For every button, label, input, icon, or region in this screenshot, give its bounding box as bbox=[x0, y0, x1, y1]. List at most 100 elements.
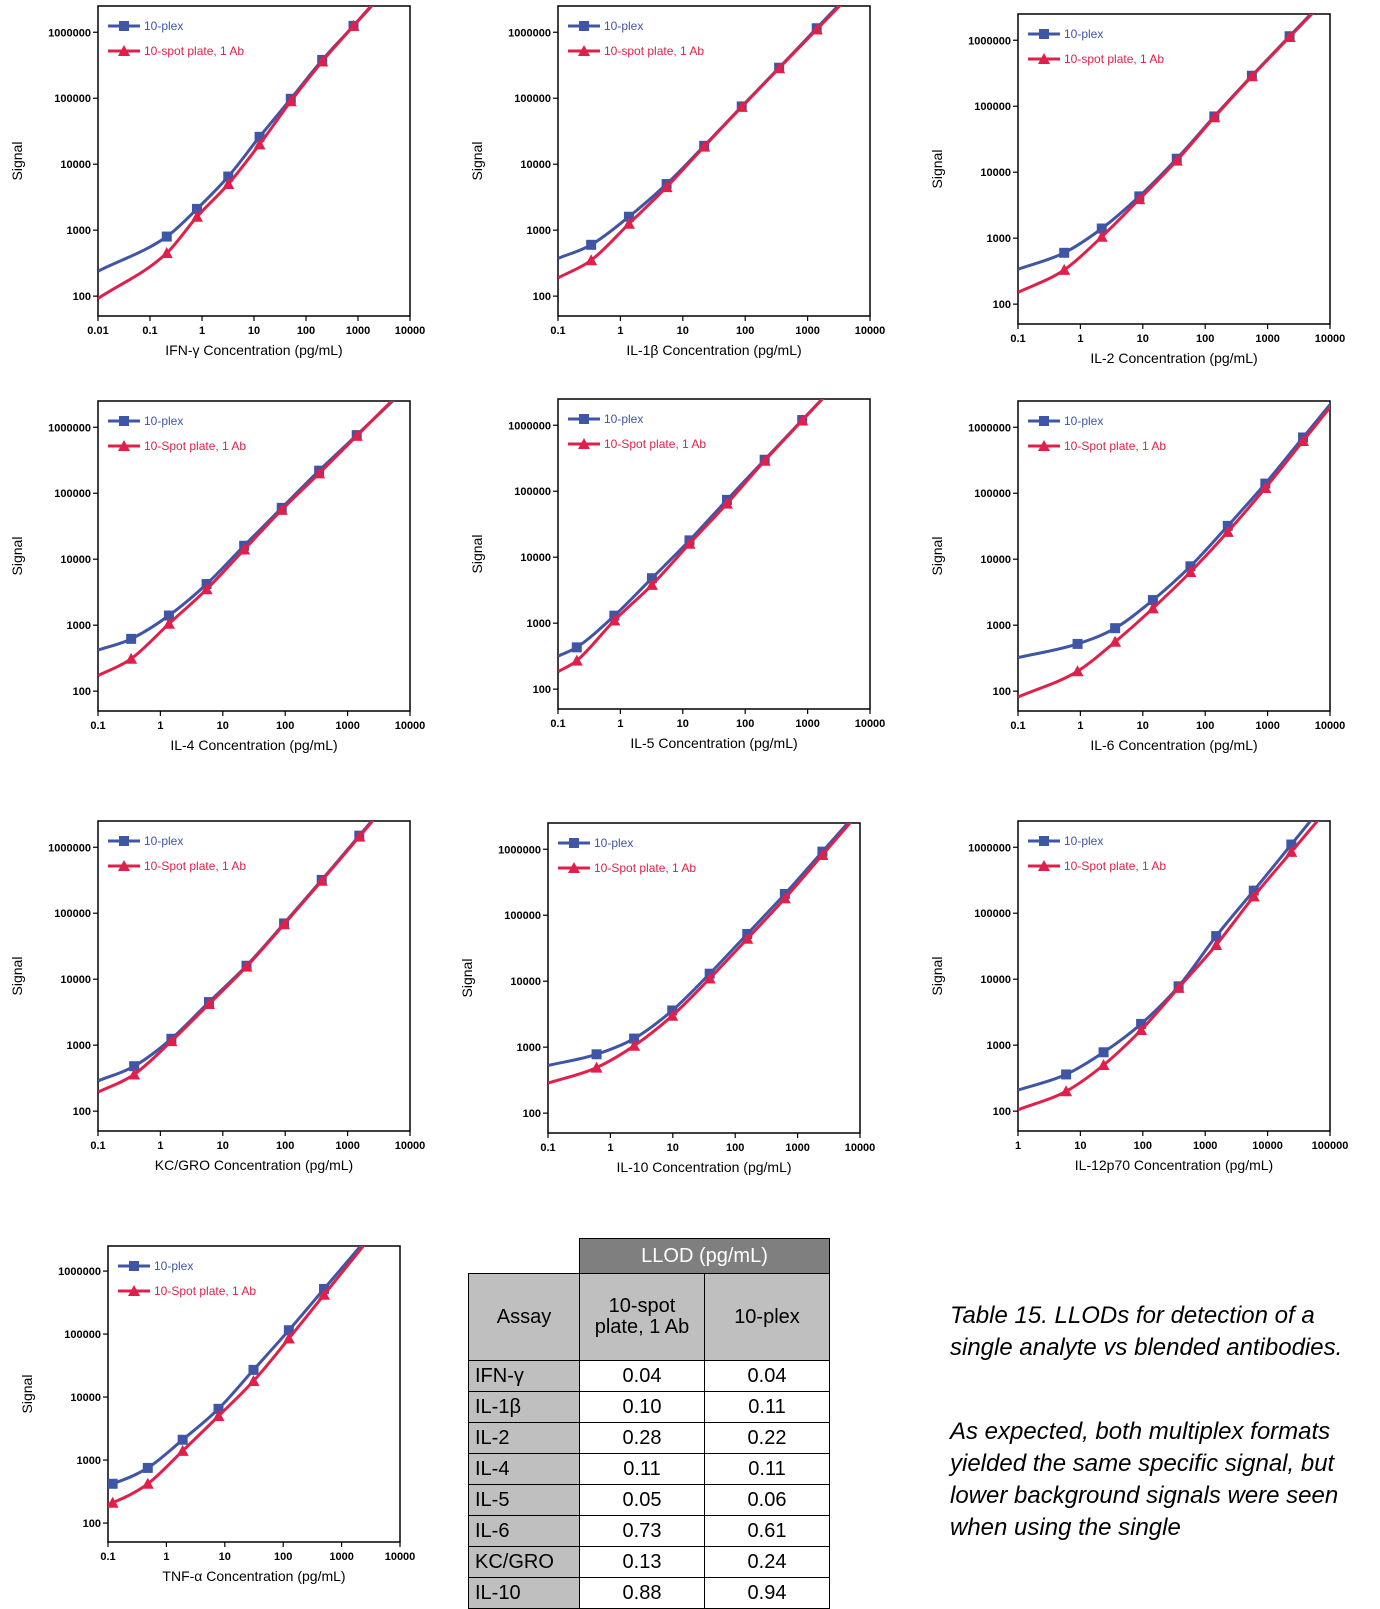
data-point bbox=[191, 203, 202, 214]
data-point bbox=[778, 892, 791, 904]
table-row: IL-4 0.11 0.11 bbox=[468, 1453, 830, 1485]
legend-label: 10-Spot plate, 1 Ab bbox=[1064, 439, 1166, 453]
y-tick-label: 100000 bbox=[514, 486, 551, 498]
y-tick-label: 1000 bbox=[67, 225, 91, 237]
data-point bbox=[282, 1332, 295, 1344]
plot-frame bbox=[547, 822, 861, 1134]
chart-il-2: 100 1000 10000 100000 1000000 0.1 1 10 100 1000 10… bbox=[929, 13, 1345, 366]
data-point bbox=[315, 874, 328, 886]
x-tick-label: 10000 bbox=[1252, 1140, 1283, 1152]
data-point bbox=[623, 211, 634, 222]
assay-cell: IL-2 bbox=[468, 1422, 580, 1454]
legend-label: 10-Spot plate, 1 Ab bbox=[144, 439, 246, 453]
data-point bbox=[223, 171, 234, 182]
x-tick-label: 1 bbox=[1077, 720, 1083, 732]
data-point bbox=[126, 633, 137, 644]
legend-marker bbox=[578, 438, 590, 449]
x-tick-label: 100 bbox=[1196, 720, 1214, 732]
x-axis-label: IFN-γ Concentration (pg/mL) bbox=[165, 342, 342, 358]
data-point bbox=[161, 231, 172, 242]
y-tick-label: 10000 bbox=[60, 554, 91, 566]
y-tick-label: 1000000 bbox=[968, 35, 1011, 47]
single-value: 0.73 bbox=[579, 1515, 705, 1547]
legend-label: 10-plex bbox=[144, 834, 183, 848]
y-tick-label: 10000 bbox=[520, 159, 551, 171]
data-point bbox=[141, 1477, 154, 1489]
data-point bbox=[570, 654, 583, 666]
data-point bbox=[741, 932, 754, 944]
data-point bbox=[1285, 845, 1298, 857]
data-point bbox=[1095, 230, 1108, 242]
legend-marker bbox=[118, 860, 130, 871]
plot-frame bbox=[1017, 400, 1331, 712]
legend-marker bbox=[1038, 440, 1050, 451]
table-row: KC/GRO 0.13 0.24 bbox=[468, 1546, 830, 1578]
x-tick-label: 100 bbox=[736, 325, 754, 337]
x-tick-label: 10000 bbox=[395, 720, 426, 732]
x-axis-label: IL-4 Concentration (pg/mL) bbox=[170, 737, 337, 753]
y-axis-label: Signal bbox=[9, 957, 25, 996]
llod-table: LLOD (pg/mL) Assay 10-spot plate, 1 Ab 1… bbox=[468, 1238, 830, 1609]
x-axis-label: IL-12p70 Concentration (pg/mL) bbox=[1075, 1157, 1273, 1173]
plot-frame bbox=[107, 1245, 401, 1543]
y-tick-label: 1000 bbox=[67, 620, 91, 632]
table-corner bbox=[468, 1238, 580, 1274]
multiplex-value: 0.61 bbox=[704, 1515, 830, 1547]
table-row: IFN-γ 0.04 0.04 bbox=[468, 1360, 830, 1392]
llod-header: LLOD (pg/mL) bbox=[579, 1238, 830, 1274]
chart-il-1-beta: 100 1000 10000 100000 1000000 0.1 1 10 100 1000 10… bbox=[469, 5, 885, 358]
plot-frame bbox=[557, 5, 871, 317]
plot-area bbox=[108, 1246, 366, 1508]
x-tick-label: 100 bbox=[736, 718, 754, 730]
y-tick-label: 10000 bbox=[980, 167, 1011, 179]
data-point bbox=[810, 23, 823, 35]
data-point bbox=[162, 617, 175, 629]
data-point bbox=[571, 642, 582, 653]
y-axis-label: Signal bbox=[469, 142, 485, 181]
single-value: 0.13 bbox=[579, 1546, 705, 1578]
data-point bbox=[608, 614, 621, 626]
legend-label: 10-spot plate, 1 Ab bbox=[144, 44, 244, 58]
data-point bbox=[1210, 938, 1223, 950]
assay-cell: KC/GRO bbox=[468, 1546, 580, 1578]
chart-il-12p70: 100 1000 10000 100000 1000000 1 10 100 1000 10000… bbox=[929, 820, 1348, 1173]
table-row: IL-2 0.28 0.22 bbox=[468, 1422, 830, 1454]
data-point bbox=[177, 1434, 188, 1445]
legend-marker bbox=[129, 1261, 139, 1271]
data-point bbox=[1172, 981, 1185, 993]
chart-tnf-alpha: 100 1000 10000 100000 1000000 0.1 1 10 100 1000 10… bbox=[19, 1245, 415, 1584]
x-tick-label: 1000 bbox=[795, 325, 819, 337]
data-point bbox=[1297, 434, 1310, 446]
x-tick-label: 0.1 bbox=[90, 720, 105, 732]
y-tick-label: 10000 bbox=[980, 554, 1011, 566]
x-tick-label: 1000 bbox=[1193, 1140, 1217, 1152]
x-tick-label: 1000 bbox=[1255, 333, 1279, 345]
assay-cell: IL-5 bbox=[468, 1484, 580, 1516]
data-point bbox=[275, 503, 288, 515]
y-tick-label: 1000 bbox=[527, 225, 551, 237]
x-axis-label: IL-5 Concentration (pg/mL) bbox=[630, 735, 797, 751]
x-tick-label: 1 bbox=[617, 718, 623, 730]
legend-label: 10-plex bbox=[154, 1259, 193, 1273]
y-tick-label: 1000000 bbox=[498, 844, 541, 856]
series-line-multiplex bbox=[558, 6, 840, 260]
plot-area bbox=[98, 821, 375, 1094]
legend-label: 10-Spot plate, 1 Ab bbox=[604, 437, 706, 451]
y-tick-label: 100000 bbox=[504, 910, 541, 922]
legend-label: 10-plex bbox=[604, 412, 643, 426]
x-tick-label: 100 bbox=[726, 1142, 744, 1154]
x-tick-label: 0.1 bbox=[1010, 333, 1025, 345]
x-tick-label: 10 bbox=[217, 1140, 229, 1152]
y-tick-label: 100 bbox=[523, 1108, 541, 1120]
data-point bbox=[646, 573, 657, 584]
x-tick-label: 100 bbox=[297, 325, 315, 337]
y-tick-label: 1000000 bbox=[968, 422, 1011, 434]
plot-area bbox=[558, 6, 842, 280]
legend-marker bbox=[568, 862, 580, 873]
x-tick-label: 1000 bbox=[335, 720, 359, 732]
x-tick-label: 0.01 bbox=[87, 325, 108, 337]
single-value: 0.88 bbox=[579, 1577, 705, 1609]
plot-area bbox=[548, 823, 853, 1085]
data-point bbox=[796, 414, 809, 426]
legend-label: 10-Spot plate, 1 Ab bbox=[154, 1284, 256, 1298]
